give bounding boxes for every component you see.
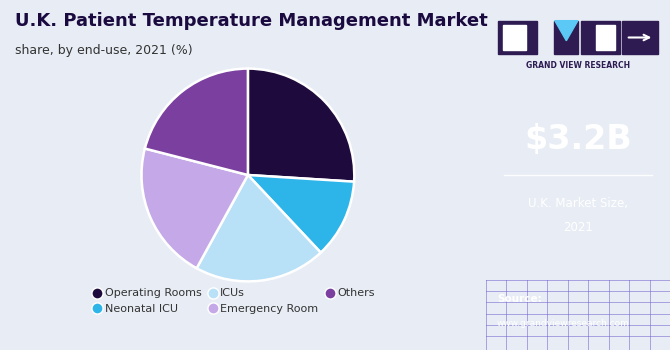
Text: U.K. Patient Temperature Management Market: U.K. Patient Temperature Management Mark… <box>15 12 487 30</box>
Wedge shape <box>141 148 248 268</box>
Bar <box>596 25 615 50</box>
Text: GRAND VIEW RESEARCH: GRAND VIEW RESEARCH <box>526 61 630 70</box>
Bar <box>622 21 658 54</box>
Text: $3.2B: $3.2B <box>524 124 632 156</box>
Bar <box>503 25 527 50</box>
Bar <box>498 21 537 54</box>
Text: www.grandviewresearch.com: www.grandviewresearch.com <box>497 318 630 328</box>
Bar <box>582 21 620 54</box>
Text: U.K. Market Size,: U.K. Market Size, <box>528 196 628 210</box>
Legend: Operating Rooms, Neonatal ICU, ICUs, Emergency Room, Others: Operating Rooms, Neonatal ICU, ICUs, Eme… <box>90 284 379 318</box>
Text: Source:: Source: <box>497 294 541 304</box>
Text: share, by end-use, 2021 (%): share, by end-use, 2021 (%) <box>15 44 192 57</box>
Bar <box>554 21 578 54</box>
Wedge shape <box>248 175 354 253</box>
Wedge shape <box>196 175 321 281</box>
Text: 2021: 2021 <box>563 221 593 234</box>
Polygon shape <box>555 21 578 41</box>
Wedge shape <box>248 69 354 182</box>
Wedge shape <box>145 69 248 175</box>
